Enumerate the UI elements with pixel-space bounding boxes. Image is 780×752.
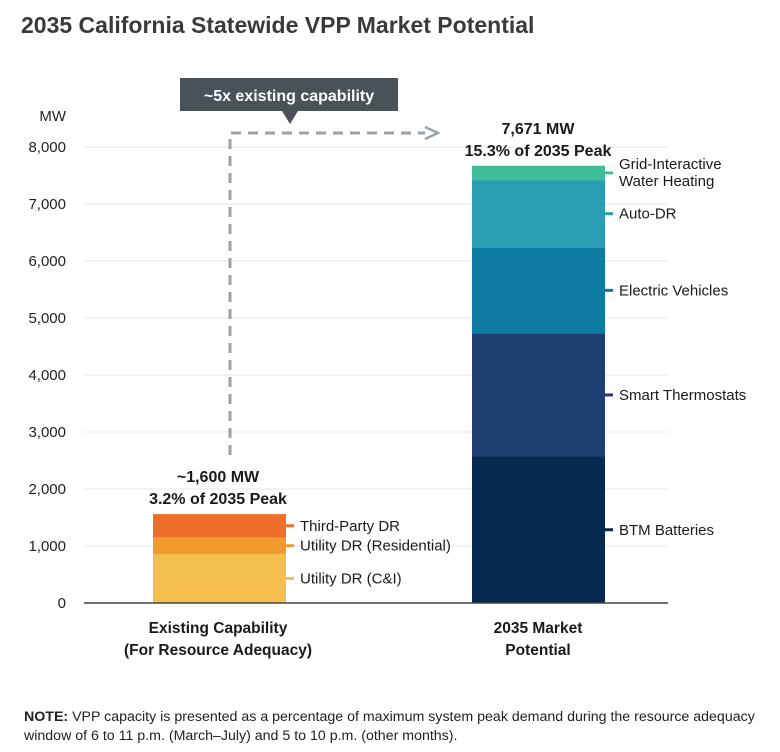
segment-label: Auto-DR [619, 206, 677, 223]
bar-segment [472, 165, 605, 181]
growth-arrow-line [228, 131, 425, 455]
segment-label: Third-Party DR [300, 518, 400, 535]
y-tick-label: 0 [58, 595, 66, 612]
bar-total-label: 7,671 MW 15.3% of 2035 Peak [465, 121, 612, 160]
segment-label: Utility DR (C&I) [300, 570, 402, 587]
y-tick-label: 1,000 [28, 538, 66, 555]
footnote-label: NOTE: [24, 709, 69, 725]
annotation-label: ~5x existing capability [204, 88, 374, 105]
segment-label: Smart Thermostats [619, 387, 746, 404]
y-axis-label: MW [39, 108, 66, 125]
chart-canvas: 0 1,000 2,000 3,000 4,000 5,000 6,000 7,000 8,00… [28, 78, 746, 659]
x-category-label: Existing Capability (For Resource Adequac… [124, 620, 312, 659]
bar-segment [153, 514, 286, 538]
segment-label: Electric Vehicles [619, 282, 728, 299]
segment-label: Utility DR (Residential) [300, 538, 451, 555]
footnote: NOTE: VPP capacity is presented as a per… [24, 708, 764, 746]
bar-total-label: ~1,600 MW 3.2% of 2035 Peak [149, 469, 287, 508]
chart-title: 2035 California Statewide VPP Market Pot… [21, 12, 535, 38]
bar-segment [472, 333, 605, 457]
annotation-box [180, 78, 398, 111]
bar-segment [472, 456, 605, 603]
y-tick-label: 3,000 [28, 424, 66, 441]
x-category-label: 2035 Market Potential [494, 620, 583, 659]
y-tick-label: 2,000 [28, 481, 66, 498]
bar-segment [153, 553, 286, 603]
y-tick-label: 5,000 [28, 310, 66, 327]
y-tick-label: 4,000 [28, 367, 66, 384]
y-tick-label: 6,000 [28, 253, 66, 270]
bar-segment [472, 247, 605, 334]
segment-label: Grid-Interactive Water Heating [619, 156, 722, 190]
bar-segment [153, 537, 286, 554]
y-tick-label: 8,000 [28, 139, 66, 156]
segment-label: BTM Batteries [619, 522, 714, 539]
y-tick-label: 7,000 [28, 196, 66, 213]
annotation-pointer [282, 111, 298, 124]
growth-arrow-head [424, 125, 441, 141]
footnote-text: VPP capacity is presented as a percentag… [24, 709, 755, 744]
bar-segment [472, 180, 605, 248]
